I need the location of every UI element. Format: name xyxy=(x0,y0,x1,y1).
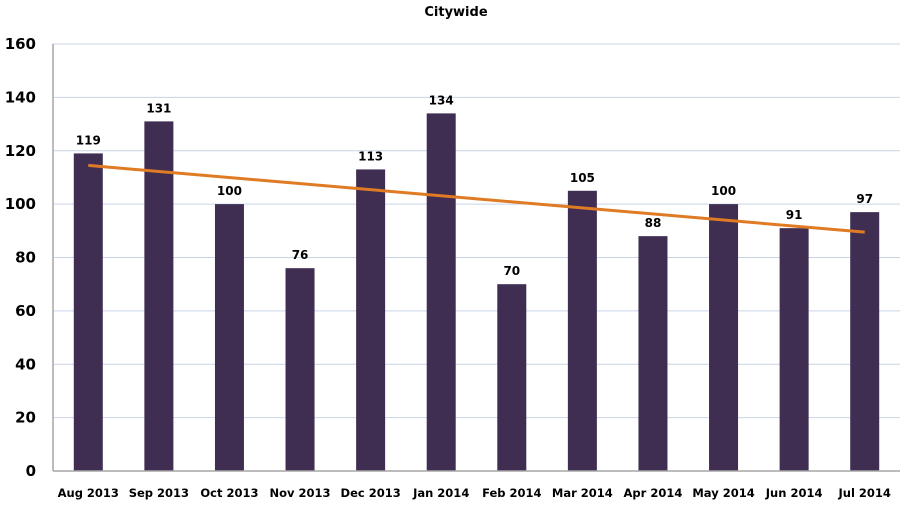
x-tick-label: Jan 2014 xyxy=(412,486,469,500)
data-label: 119 xyxy=(76,133,101,147)
x-tick-label: Aug 2013 xyxy=(58,486,119,500)
bar xyxy=(779,228,809,471)
gridlines xyxy=(53,43,900,419)
bars xyxy=(73,113,880,472)
y-axis-ticks: 0 20 40 60 80 100 120 140 160 xyxy=(5,35,36,480)
x-tick-label: Jul 2014 xyxy=(837,486,890,500)
bar xyxy=(850,212,880,471)
x-tick-label: Oct 2013 xyxy=(200,486,258,500)
data-label: 91 xyxy=(786,208,803,222)
data-label: 76 xyxy=(292,248,309,262)
bar xyxy=(426,113,456,471)
y-tick-label: 100 xyxy=(5,195,36,213)
bar xyxy=(214,204,244,471)
x-tick-label: Mar 2014 xyxy=(552,486,613,500)
y-tick-label: 40 xyxy=(15,355,36,373)
data-label: 70 xyxy=(503,264,520,278)
x-axis-ticks: Aug 2013 Sep 2013 Oct 2013 Nov 2013 Dec 2013… xyxy=(58,486,891,500)
y-tick-label: 160 xyxy=(5,35,36,53)
bar xyxy=(285,268,315,471)
data-label: 134 xyxy=(429,93,454,107)
y-tick-label: 140 xyxy=(5,88,36,106)
bar xyxy=(144,121,174,472)
bar xyxy=(638,236,668,471)
x-tick-label: Feb 2014 xyxy=(482,486,541,500)
x-tick-label: Apr 2014 xyxy=(624,486,683,500)
data-labels: 119 131 100 76 113 134 70 105 88 100 91 97 xyxy=(76,93,873,278)
bar xyxy=(356,169,386,471)
data-label: 105 xyxy=(570,171,595,185)
bar xyxy=(567,190,597,471)
y-tick-label: 60 xyxy=(15,302,36,320)
data-label: 113 xyxy=(358,149,383,163)
trendline xyxy=(88,163,865,234)
bar xyxy=(73,153,103,471)
y-tick-label: 20 xyxy=(15,409,36,427)
x-tick-label: Sep 2013 xyxy=(129,486,189,500)
x-tick-label: Nov 2013 xyxy=(270,486,331,500)
data-label: 88 xyxy=(645,216,662,230)
data-label: 97 xyxy=(856,192,873,206)
chart-title: Citywide xyxy=(424,5,487,20)
bar xyxy=(497,284,527,471)
data-label: 131 xyxy=(146,101,171,115)
bar xyxy=(709,204,739,471)
data-label: 100 xyxy=(217,184,242,198)
y-tick-label: 0 xyxy=(26,462,36,480)
y-tick-label: 120 xyxy=(5,142,36,160)
x-tick-label: Jun 2014 xyxy=(765,486,823,500)
x-tick-label: Dec 2013 xyxy=(341,486,401,500)
x-tick-label: May 2014 xyxy=(692,486,754,500)
y-tick-label: 80 xyxy=(15,249,36,267)
data-label: 100 xyxy=(711,184,736,198)
